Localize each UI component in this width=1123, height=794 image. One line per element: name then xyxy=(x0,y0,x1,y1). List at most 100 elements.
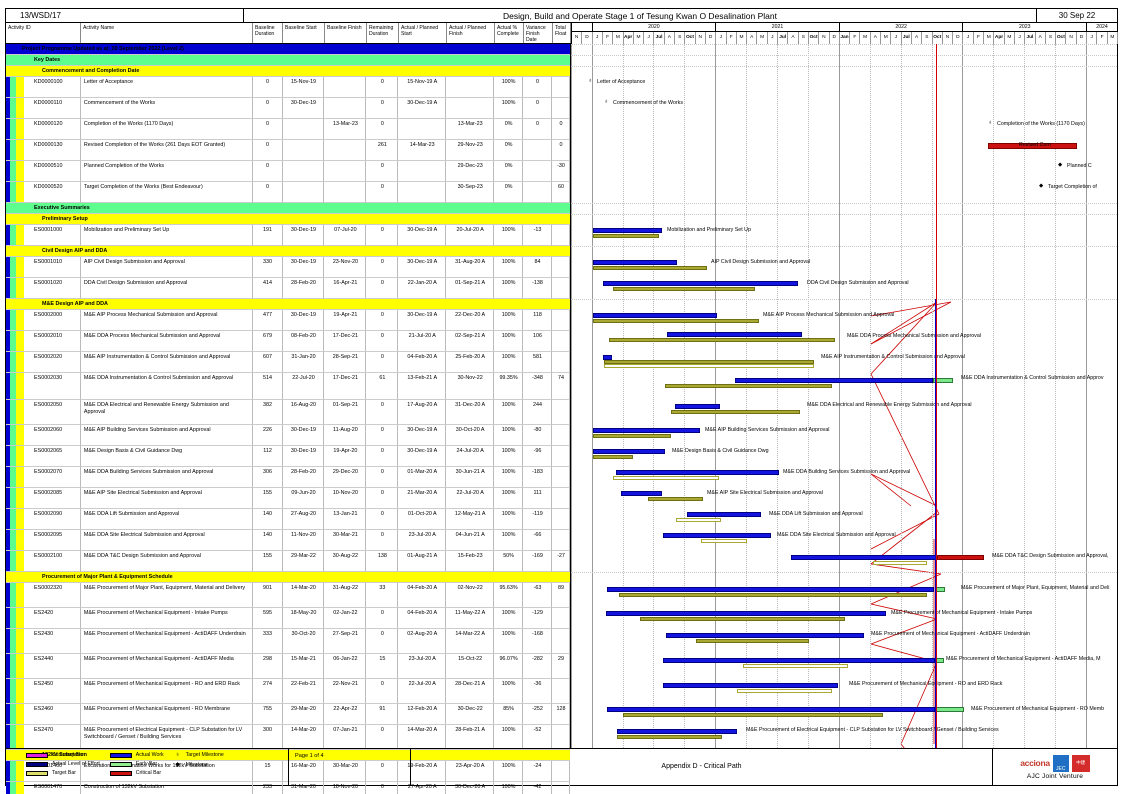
section-banner[interactable]: Commencement and Completion Date xyxy=(6,66,570,77)
gantt-bar-actual[interactable] xyxy=(621,491,662,496)
table-row[interactable]: ES0002000 M&E AIP Process Mechanical Subm… xyxy=(6,310,570,331)
gantt-bar-base[interactable] xyxy=(619,593,927,597)
gantt-bar-actual[interactable] xyxy=(663,658,935,663)
section-banner[interactable]: Preliminary Setup xyxy=(6,214,570,225)
column-header-activity_id[interactable]: Activity ID xyxy=(6,23,81,43)
section-row[interactable]: Procurement of Major Plant & Equipment S… xyxy=(6,572,570,583)
column-header-activity_name[interactable]: Activity Name xyxy=(81,23,253,43)
gantt-bar-actual[interactable] xyxy=(603,355,612,360)
table-row[interactable]: ES0002050 M&E DDA Electrical and Renewabl… xyxy=(6,400,570,425)
gantt-bar-actual[interactable] xyxy=(593,313,717,318)
gantt-area[interactable]: ♁ Letter of Acceptance ♁ Commencement of th… xyxy=(571,44,1117,748)
table-row[interactable]: KD0000130 Revised Completion of the Works… xyxy=(6,140,570,161)
table-row[interactable]: ES0001000 Mobilization and Preliminary Se… xyxy=(6,225,570,246)
section-banner[interactable]: Civil Design AIP and DDA xyxy=(6,246,570,257)
table-row[interactable]: ES2420 M&E Procurement of Mechanical Equi… xyxy=(6,608,570,629)
gantt-bar-base[interactable] xyxy=(696,639,809,643)
gantt-bar-base[interactable] xyxy=(604,360,814,364)
gantt-bar-actual[interactable] xyxy=(607,707,935,712)
gantt-bar-base[interactable] xyxy=(671,410,800,414)
gantt-bar-actual[interactable] xyxy=(607,587,934,592)
gantt-milestone[interactable]: ♁ xyxy=(604,99,609,105)
table-row[interactable]: ES0002090 M&E DDA Lift Submission and App… xyxy=(6,509,570,530)
table-row[interactable]: ES0002320 M&E Procurement of Major Plant,… xyxy=(6,583,570,608)
gantt-bar-base[interactable] xyxy=(613,476,719,480)
gantt-bar-early[interactable] xyxy=(933,378,953,383)
column-header-baseline_duration[interactable]: Baseline Duration xyxy=(253,23,283,43)
section-banner[interactable]: Key Dates xyxy=(6,55,570,66)
gantt-bar-actual[interactable] xyxy=(616,470,779,475)
gantt-bar-base[interactable] xyxy=(593,234,659,238)
table-row[interactable]: ES2430 M&E Procurement of Mechanical Equi… xyxy=(6,629,570,654)
gantt-bar-early[interactable] xyxy=(936,707,964,712)
section-banner[interactable]: M&E Design AIP and DDA xyxy=(6,299,570,310)
gantt-bar-actual[interactable] xyxy=(593,428,700,433)
gantt-bar-actual[interactable] xyxy=(603,281,798,286)
column-header-baseline_start[interactable]: Baseline Start xyxy=(283,23,325,43)
gantt-bar-base[interactable] xyxy=(743,664,848,668)
gantt-bar-base[interactable] xyxy=(665,384,832,388)
gantt-bar-base[interactable] xyxy=(701,539,747,543)
table-row[interactable]: ES0002030 M&E DDA Instrumentation & Contr… xyxy=(6,373,570,400)
table-row[interactable]: ES0001020 DDA Civil Design Submission and… xyxy=(6,278,570,299)
gantt-bar-actual[interactable] xyxy=(675,404,720,409)
section-banner[interactable]: Procurement of Major Plant & Equipment S… xyxy=(6,572,570,583)
gantt-bar-actual[interactable] xyxy=(666,633,864,638)
gantt-bar-base[interactable] xyxy=(604,364,814,368)
table-row[interactable]: ES0001460 Excavation and Formation Works … xyxy=(6,761,570,782)
gantt-bar-actual[interactable] xyxy=(663,683,838,688)
gantt-bar-base[interactable] xyxy=(609,338,835,342)
gantt-bar-actual[interactable] xyxy=(593,228,662,233)
section-row[interactable]: M&E Design AIP and DDA xyxy=(6,299,570,310)
table-row[interactable]: ES0002020 M&E AIP Instrumentation & Contr… xyxy=(6,352,570,373)
section-row[interactable]: Civil Design AIP and DDA xyxy=(6,246,570,257)
column-header-actual_planned_start[interactable]: Actual / Planned Start xyxy=(399,23,447,43)
table-row[interactable]: KD0000100 Letter of Acceptance 0 15-Nov-19 0… xyxy=(6,77,570,98)
gantt-bar-actual[interactable] xyxy=(593,260,677,265)
gantt-bar-actual[interactable] xyxy=(791,555,936,560)
table-row[interactable]: ES0001470 Construction of 132kV Substatio… xyxy=(6,782,570,794)
gantt-milestone[interactable]: ♁ xyxy=(988,120,993,126)
gantt-bar-base[interactable] xyxy=(640,617,845,621)
table-row[interactable]: ES2450 M&E Procurement of Mechanical Equi… xyxy=(6,679,570,704)
column-header-total_float[interactable]: Total Float xyxy=(553,23,571,43)
gantt-milestone[interactable]: ◆ xyxy=(1058,162,1063,168)
gantt-bar-base[interactable] xyxy=(593,455,633,459)
section-row[interactable]: Preliminary Setup xyxy=(6,214,570,225)
gantt-bar-actual[interactable] xyxy=(663,533,771,538)
column-header-actual_planned_finish[interactable]: Actual / Planned Finish xyxy=(447,23,495,43)
gantt-bar-actual[interactable] xyxy=(617,729,737,734)
section-row[interactable]: Commencement and Completion Date xyxy=(6,66,570,77)
activity-table[interactable]: Project Programme Updated as at_30 Septe… xyxy=(6,44,571,794)
table-row[interactable]: ES0002100 M&E DDA T&C Design Submission a… xyxy=(6,551,570,572)
table-row[interactable]: ES2460 M&E Procurement of Mechanical Equi… xyxy=(6,704,570,725)
table-row[interactable]: ES0001010 AIP Civil Design Submission and… xyxy=(6,257,570,278)
gantt-milestone[interactable]: ◆ xyxy=(1039,183,1044,189)
gantt-bar-actual[interactable] xyxy=(667,332,802,337)
section-banner[interactable]: Executive Summaries xyxy=(6,203,570,214)
table-row[interactable]: ES2470 M&E Procurement of Electrical Equi… xyxy=(6,725,570,750)
gantt-bar-base[interactable] xyxy=(593,319,759,323)
gantt-milestone[interactable]: ♁ xyxy=(588,78,593,84)
table-row[interactable]: ES0002060 M&E AIP Building Services Submi… xyxy=(6,425,570,446)
section-row[interactable]: Executive Summaries xyxy=(6,203,570,214)
gantt-bar-actual[interactable] xyxy=(593,449,665,454)
gantt-bar-crit[interactable] xyxy=(988,143,1077,149)
table-row[interactable]: KD0000510 Planned Completion of the Works… xyxy=(6,161,570,182)
section-row[interactable]: Key Dates xyxy=(6,55,570,66)
gantt-bar-base[interactable] xyxy=(623,713,883,717)
column-header-actual_pct_complete[interactable]: Actual % Complete xyxy=(495,23,524,43)
gantt-bar-actual[interactable] xyxy=(687,512,761,517)
table-row[interactable]: KD0000520 Target Completion of the Works … xyxy=(6,182,570,203)
table-row[interactable]: KD0000110 Commencement of the Works 0 30-De… xyxy=(6,98,570,119)
section-row[interactable]: Project Programme Updated as at_30 Septe… xyxy=(6,44,570,55)
gantt-bar-base[interactable] xyxy=(593,266,707,270)
table-row[interactable]: ES2440 M&E Procurement of Mechanical Equi… xyxy=(6,654,570,679)
column-header-remaining_duration[interactable]: Remaining Duration xyxy=(367,23,399,43)
table-row[interactable]: ES0002085 M&E AIP Site Electrical Submiss… xyxy=(6,488,570,509)
gantt-bar-base[interactable] xyxy=(613,287,755,291)
table-row[interactable]: KD0000120 Completion of the Works (1170 D… xyxy=(6,119,570,140)
gantt-bar-early[interactable] xyxy=(936,658,944,663)
column-header-variance_finish_date[interactable]: Variance Finish Date xyxy=(524,23,553,43)
gantt-bar-base[interactable] xyxy=(593,434,671,438)
